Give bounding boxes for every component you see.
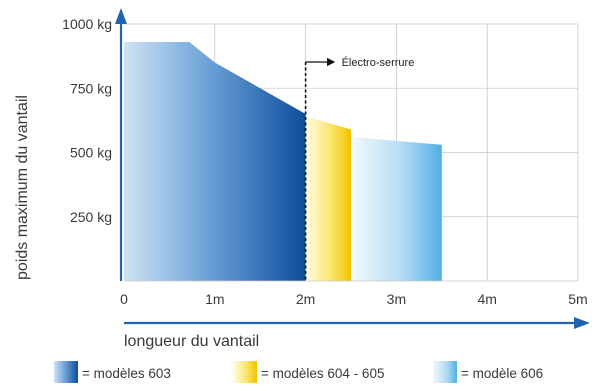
legend-label-2: = modèles 604 - 605: [261, 366, 384, 381]
y-axis-arrow: [115, 8, 127, 24]
area-series-2: [305, 116, 351, 282]
x-tick-label: 4m: [477, 291, 496, 307]
x-tick-label: 2m: [296, 291, 315, 307]
tick-labels: 250 kg 500 kg 750 kg 1000 kg 0 1m 2m 3m 4m 5m: [62, 16, 588, 307]
x-axis-arrow: [574, 317, 590, 329]
area-series-1: [124, 41, 306, 281]
x-tick-label: 5m: [568, 291, 587, 307]
y-tick-label: 1000 kg: [62, 16, 112, 32]
legend-label-3: = modèle 606: [461, 366, 543, 381]
x-tick-label: 1m: [205, 291, 224, 307]
legend-swatch-2: [233, 361, 257, 383]
legend: = modèles 603 = modèles 604 - 605 = modèle…: [54, 361, 543, 383]
axes: [115, 8, 590, 329]
series-areas: [124, 41, 442, 282]
y-axis-label: poids maximum du vantail: [14, 95, 31, 280]
annotations: Électro-serrure: [304, 56, 415, 281]
legend-swatch-1: [54, 361, 78, 383]
x-axis-label: longueur du vantail: [124, 333, 259, 350]
y-tick-label: 500 kg: [70, 145, 112, 161]
y-tick-label: 750 kg: [70, 80, 112, 96]
annotation-label: Électro-serrure: [342, 56, 415, 69]
area-series-3: [351, 137, 442, 281]
x-tick-label: 0: [120, 291, 128, 307]
legend-label-1: = modèles 603: [82, 366, 171, 381]
y-tick-label: 250 kg: [70, 209, 112, 225]
legend-swatch-3: [433, 361, 457, 383]
x-tick-label: 3m: [387, 291, 406, 307]
